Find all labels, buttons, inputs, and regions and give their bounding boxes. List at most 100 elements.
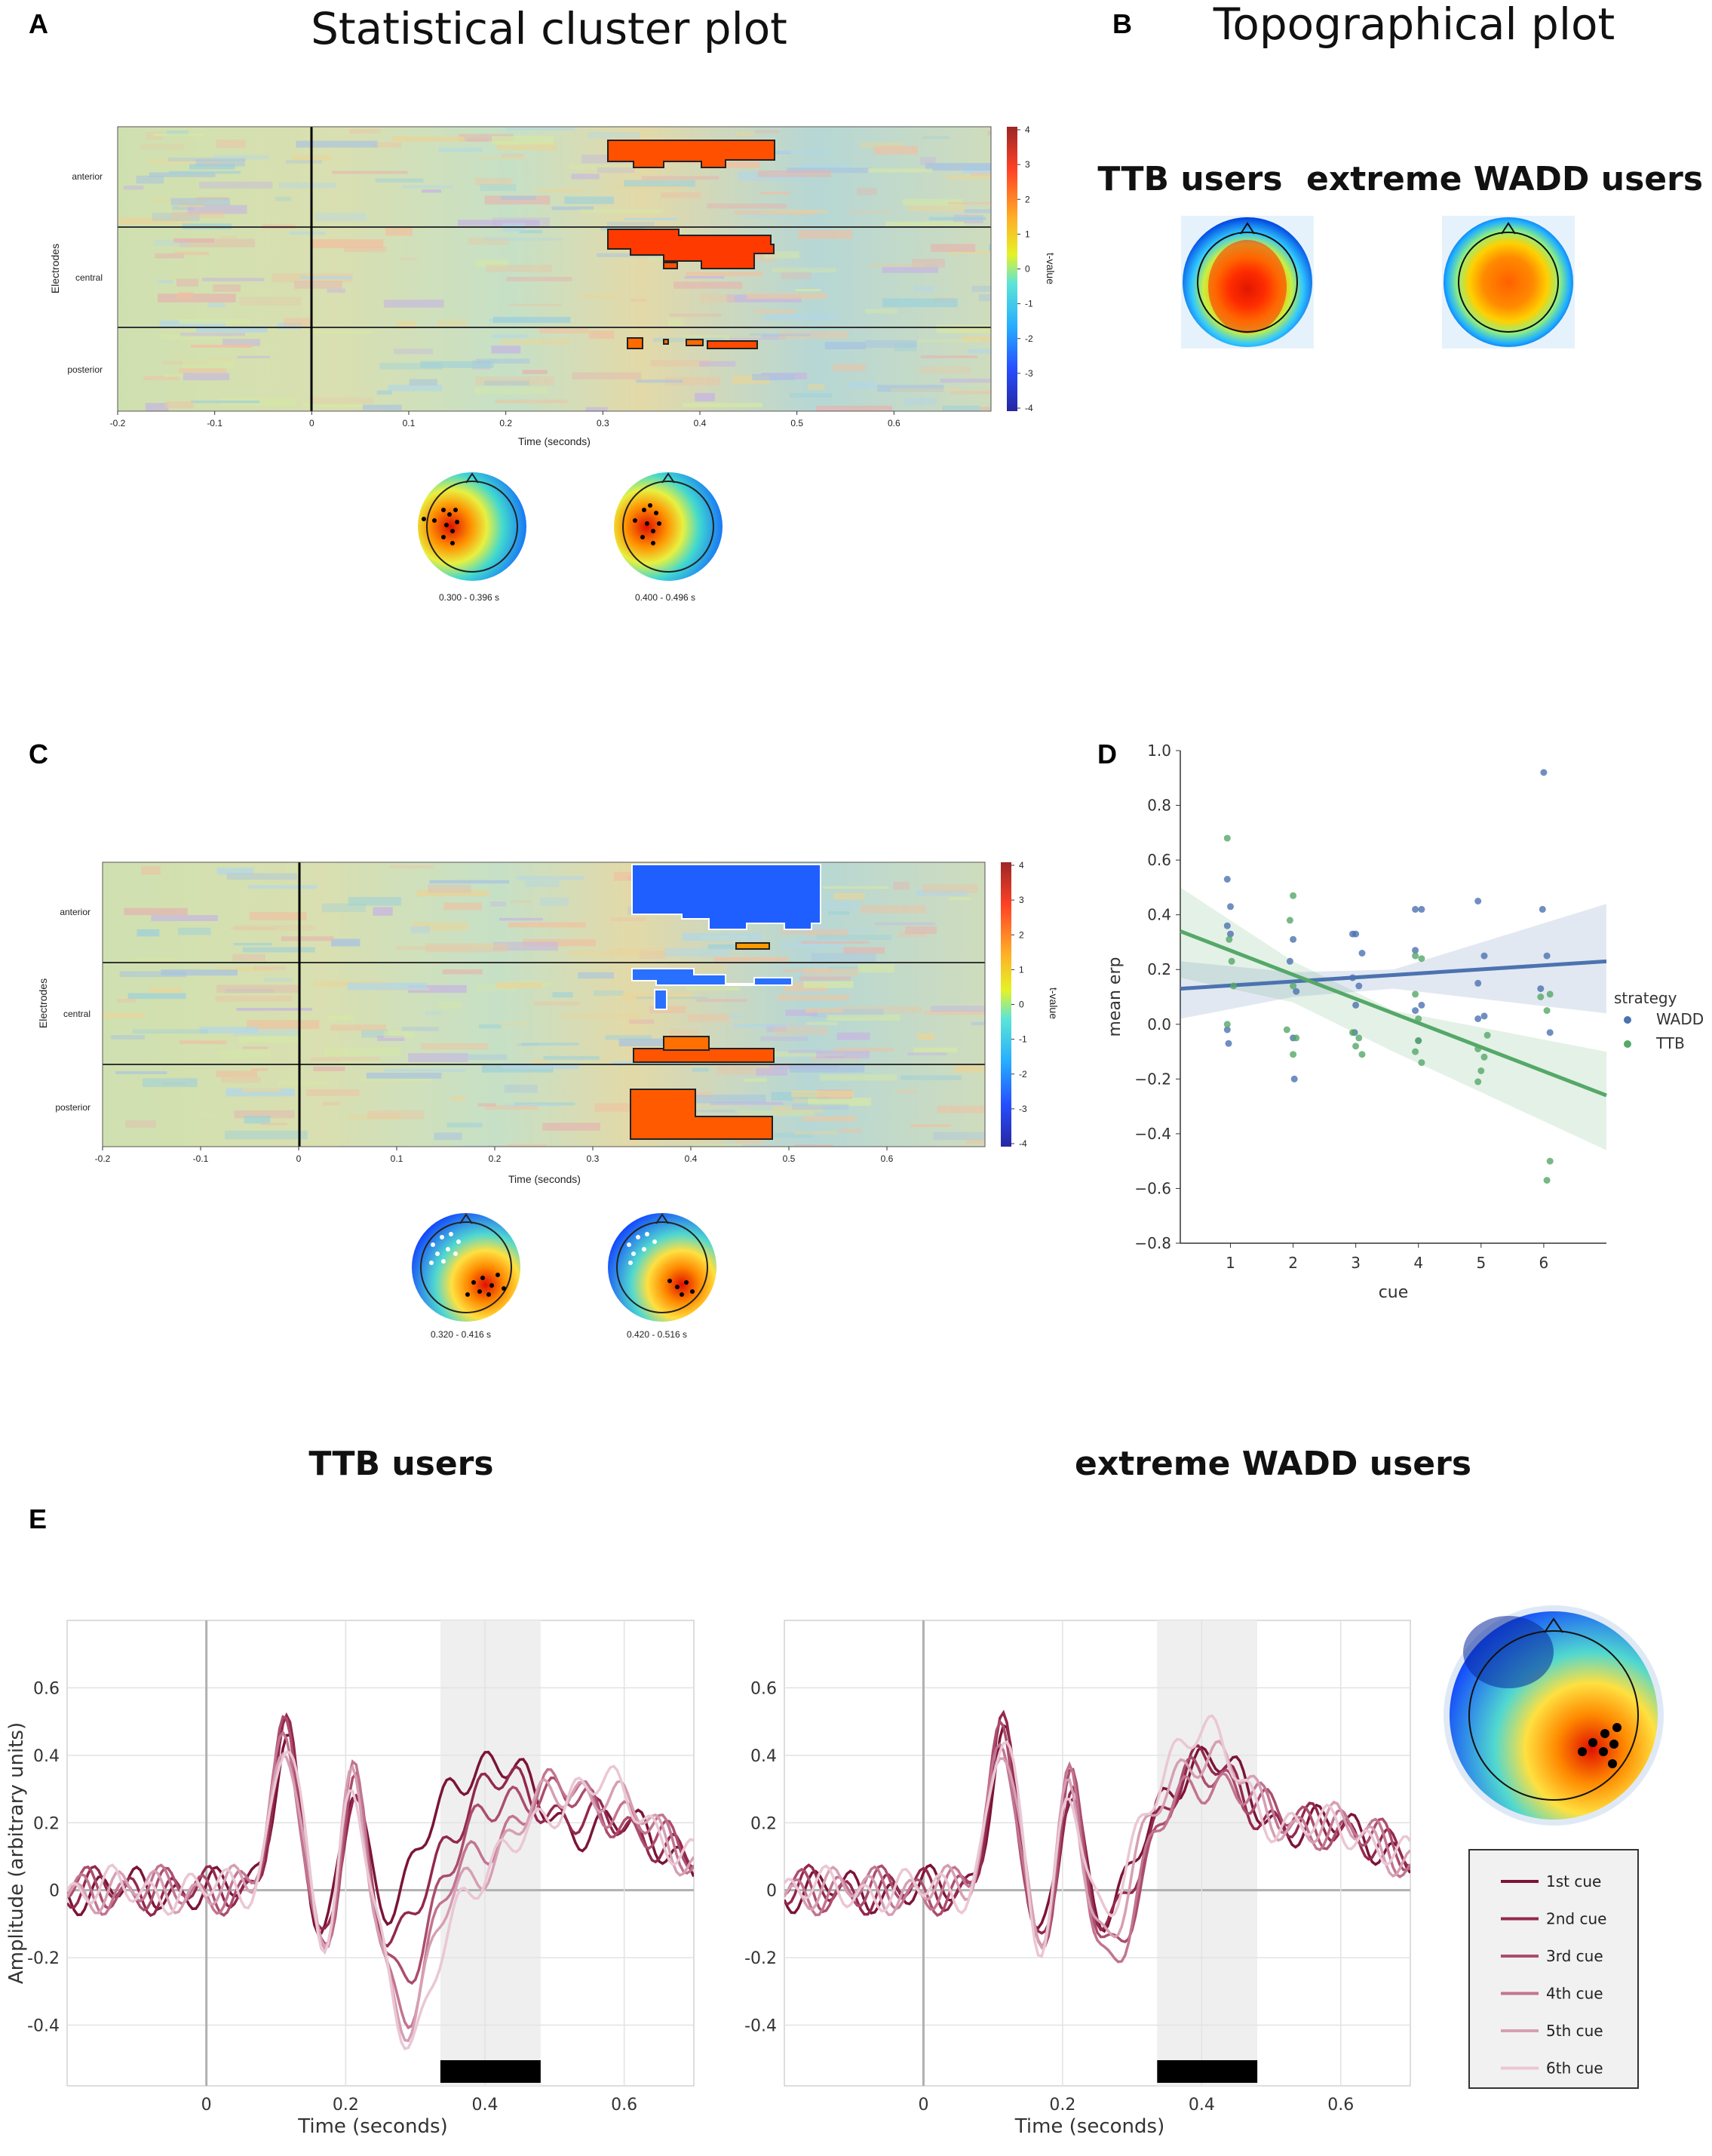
heatmap-texture-strip [237, 355, 270, 358]
heatmap-texture-strip [484, 1104, 538, 1110]
heatmap-texture-strip [156, 280, 173, 284]
heatmap-texture-strip [572, 372, 642, 379]
colorbar-tick-label: -4 [1019, 1138, 1027, 1149]
e-trace-cue-3 [784, 1718, 1410, 1949]
heatmap-texture-strip [505, 1103, 563, 1107]
d-point-ttb [1546, 1157, 1554, 1165]
topo-a-2-head [622, 481, 714, 573]
heatmap-texture-strip [778, 330, 848, 339]
heatmap-texture-strip [247, 1020, 320, 1029]
heatmap-texture-strip [508, 1144, 548, 1147]
heatmap-texture-strip [734, 210, 817, 215]
heatmap-texture-strip [491, 346, 521, 354]
heatmap-texture-strip [885, 221, 965, 226]
heatmap-texture-strip [124, 908, 188, 916]
heatmap-texture-strip [618, 1038, 667, 1046]
heatmap-texture-strip [624, 180, 695, 187]
heatmap-texture-strip [610, 917, 646, 921]
heatmap-texture-strip [755, 130, 779, 134]
row-label-anterior-c: anterior [60, 907, 91, 917]
heatmap-texture-strip [724, 161, 760, 168]
cluster-c-central-cold [631, 968, 793, 986]
heatmap-texture-strip [217, 966, 275, 972]
heatmap-texture-strip [475, 259, 509, 267]
heatmap-texture-strip [286, 159, 322, 164]
d-point-wadd [1358, 950, 1366, 957]
heatmap-texture-strip [278, 183, 337, 189]
heatmap-texture-strip [442, 969, 483, 975]
heatmap-texture-strip [947, 250, 991, 254]
heatmap-texture-strip [543, 1055, 600, 1060]
d-point-wadd [1227, 930, 1234, 938]
heatmap-texture-strip [428, 884, 471, 893]
heatmap-texture-strip [905, 926, 937, 934]
heatmap-texture-strip [348, 897, 401, 906]
topo-a-1-electrodes [422, 508, 459, 545]
heatmap-texture-strip [119, 971, 186, 978]
x-tick-label: 0.1 [391, 1153, 403, 1164]
heatmap-texture-strip [275, 196, 292, 201]
heatmap-texture-strip [490, 901, 506, 907]
d-legend-label-wadd: WADD [1656, 1010, 1704, 1028]
colorbar-tick-label: -4 [1025, 403, 1033, 413]
heatmap-texture-strip [499, 917, 543, 921]
heatmap-texture-strip [900, 1075, 962, 1080]
heatmap-texture-strip [772, 267, 836, 273]
topo-b-ttb-core [1208, 240, 1287, 333]
topo-b-wadd-nose [1501, 222, 1516, 235]
colorbar-tick-label: 0 [1019, 1000, 1024, 1010]
topo-b-ttb-head [1197, 232, 1298, 333]
topo-a-2-electrodes [633, 503, 661, 545]
heatmap-texture-strip [966, 1139, 985, 1144]
legend-e-label-6: 6th cue [1546, 2059, 1603, 2078]
heatmap-texture-strip [791, 1090, 854, 1098]
panel-letter-d: D [1097, 739, 1117, 769]
heatmap-texture-strip [421, 1043, 489, 1050]
heatmap-texture-strip [578, 972, 614, 979]
heatmap-texture-strip [539, 897, 569, 906]
erp-chart-left: 0.6 0.4 0.2 0 -0.2 -0.4 0 0.2 0.4 0.6 Time (second… [5, 1620, 695, 2138]
heatmap-texture-strip [865, 340, 917, 348]
heatmap-a-ylabel: Electrodes [49, 244, 61, 293]
heatmap-texture-strip [779, 929, 849, 935]
e-x-tick-label: 0.2 [333, 2096, 359, 2115]
legend-e-label-2: 2nd cue [1546, 1910, 1606, 1928]
row-label-central: central [75, 272, 103, 283]
d-point-wadd [1543, 952, 1551, 960]
heatmap-texture-strip [344, 247, 387, 253]
heatmap-texture-strip [390, 865, 434, 869]
heatmap-texture-strip [624, 217, 679, 220]
heatmap-texture-strip [474, 387, 548, 395]
heatmap-texture-strip [802, 1116, 856, 1122]
heatmap-texture-strip [806, 1021, 838, 1025]
heatmap-texture-strip [111, 1035, 146, 1040]
heatmap-texture-strip [384, 1068, 466, 1072]
d-point-ttb [1226, 935, 1233, 943]
heatmap-texture-strip [688, 1014, 730, 1022]
heatmap-texture-strip [219, 235, 238, 241]
heatmap-texture-strip [174, 251, 209, 256]
panel-letter-c: C [29, 739, 48, 769]
heatmap-texture-strip [173, 238, 214, 243]
d-point-wadd [1537, 985, 1545, 993]
d-point-ttb [1358, 1051, 1366, 1058]
heatmap-texture-strip [506, 277, 572, 281]
heatmap-texture-strip [962, 336, 991, 342]
d-point-ttb [1543, 1007, 1551, 1015]
heatmap-texture-strip [103, 1012, 146, 1018]
heatmap-texture-strip [967, 349, 991, 354]
d-y-tick-label: −0.6 [1134, 1179, 1171, 1197]
legend-e-label-3: 3rd cue [1546, 1947, 1603, 1965]
topo-e-head [1468, 1630, 1639, 1801]
heatmap-texture-strip [195, 158, 245, 167]
heatmap-texture-strip [373, 907, 393, 916]
heatmap-texture-strip [868, 263, 924, 267]
heatmap-texture-strip [629, 1019, 655, 1024]
d-y-tick-label: 0.0 [1147, 1015, 1171, 1033]
heatmap-texture-strip [179, 368, 227, 373]
heatmap-texture-strip [600, 226, 645, 231]
heatmap-texture-strip [919, 367, 971, 374]
heatmap-texture-strip [865, 309, 897, 314]
heatmap-texture-strip [522, 370, 548, 374]
d-point-ttb [1415, 1037, 1422, 1044]
